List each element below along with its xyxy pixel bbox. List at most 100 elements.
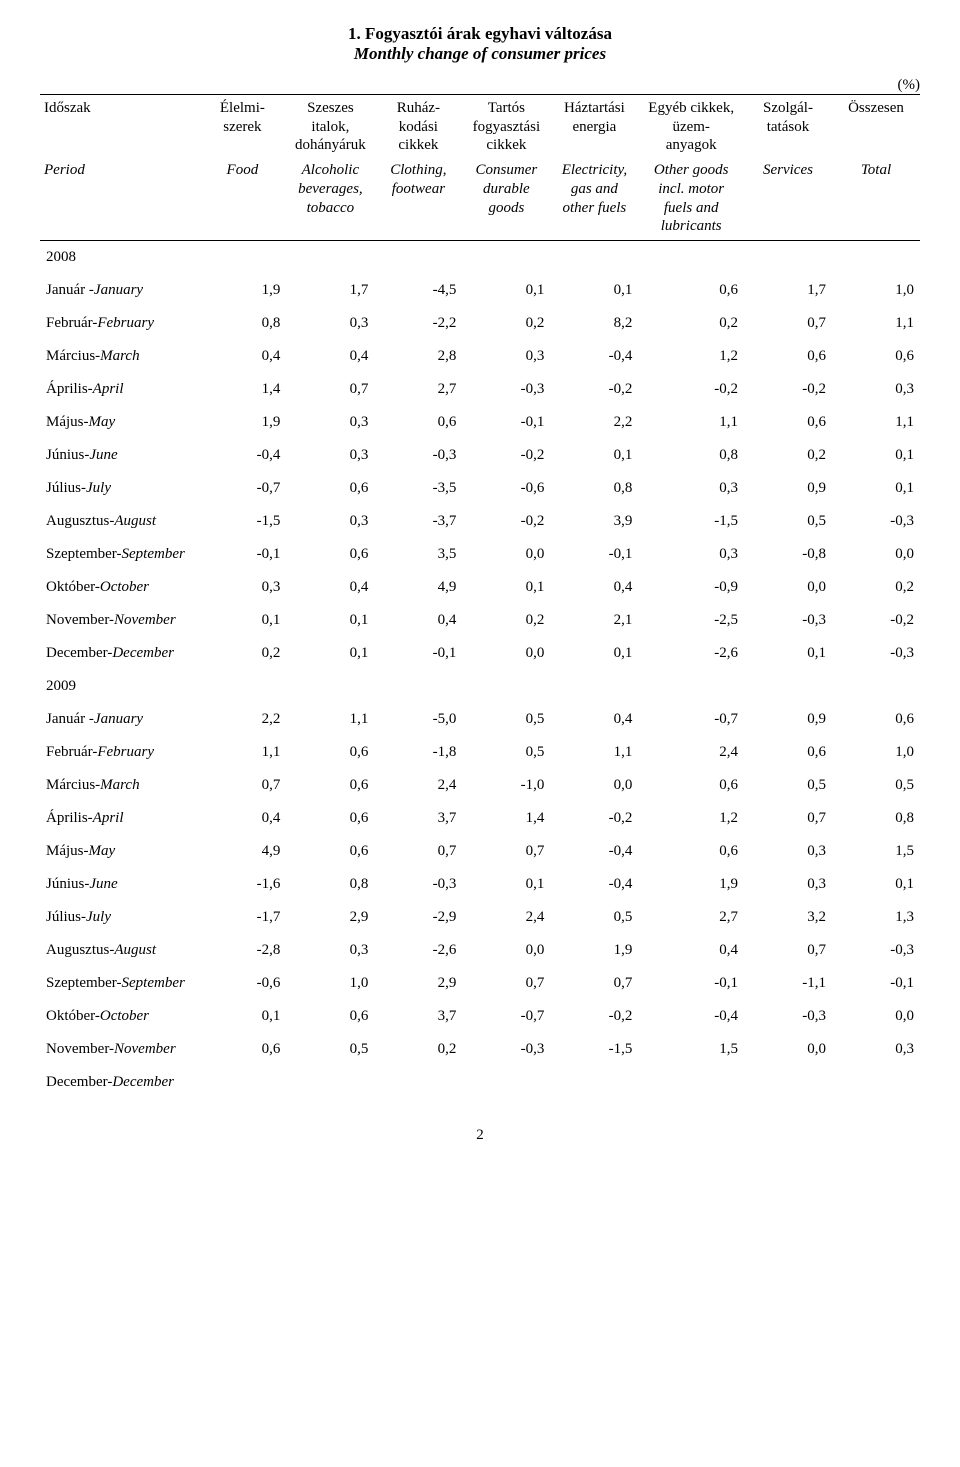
value-cell: 0,5: [462, 736, 550, 769]
value-cell: 0,1: [832, 868, 920, 901]
col-header-hu: Élelmi-szerek: [198, 94, 286, 158]
value-cell: 2,9: [374, 967, 462, 1000]
table-row: Március-March0,40,42,80,3-0,41,20,60,6: [40, 340, 920, 373]
table-row: November-November0,60,50,2-0,3-1,51,50,0…: [40, 1033, 920, 1066]
value-cell: -0,3: [462, 373, 550, 406]
value-cell: 0,6: [286, 538, 374, 571]
value-cell: 2,1: [550, 604, 638, 637]
col-header-en: Services: [744, 158, 832, 241]
value-cell: -0,7: [638, 703, 744, 736]
value-cell: 2,2: [550, 406, 638, 439]
year-label: 2009: [40, 670, 198, 703]
value-cell: -0,3: [374, 868, 462, 901]
value-cell: 0,1: [832, 472, 920, 505]
value-cell: 0,6: [286, 769, 374, 802]
table-row: Január -January1,91,7-4,50,10,10,61,71,0: [40, 274, 920, 307]
value-cell: 0,3: [638, 538, 744, 571]
row-label: Március-March: [40, 769, 198, 802]
value-cell: 0,0: [744, 571, 832, 604]
value-cell: 0,7: [198, 769, 286, 802]
col-header-hu: Háztartásienergia: [550, 94, 638, 158]
value-cell: 1,4: [198, 373, 286, 406]
value-cell: 0,3: [286, 406, 374, 439]
value-cell: -1,8: [374, 736, 462, 769]
value-cell: 0,1: [286, 604, 374, 637]
value-cell: 1,2: [638, 802, 744, 835]
value-cell: 3,2: [744, 901, 832, 934]
table-row: Május-May1,90,30,6-0,12,21,10,61,1: [40, 406, 920, 439]
value-cell: -0,3: [462, 1033, 550, 1066]
value-cell: 3,7: [374, 1000, 462, 1033]
value-cell: 2,9: [286, 901, 374, 934]
table-row: Október-October0,30,44,90,10,4-0,90,00,2: [40, 571, 920, 604]
value-cell: 0,2: [198, 637, 286, 670]
value-cell: -0,1: [550, 538, 638, 571]
value-cell: 0,1: [286, 637, 374, 670]
value-cell: 0,1: [550, 637, 638, 670]
value-cell: [198, 1066, 286, 1099]
value-cell: 0,1: [462, 571, 550, 604]
value-cell: 1,3: [832, 901, 920, 934]
value-cell: 2,4: [374, 769, 462, 802]
row-label: Január -January: [40, 703, 198, 736]
value-cell: 0,4: [198, 802, 286, 835]
value-cell: 1,7: [744, 274, 832, 307]
table-row: Augusztus-August-1,50,3-3,7-0,23,9-1,50,…: [40, 505, 920, 538]
row-label: Szeptember-September: [40, 967, 198, 1000]
value-cell: 0,6: [744, 406, 832, 439]
value-cell: -0,4: [550, 835, 638, 868]
value-cell: 0,7: [744, 934, 832, 967]
value-cell: 1,0: [832, 736, 920, 769]
value-cell: 0,5: [462, 703, 550, 736]
value-cell: -0,3: [832, 637, 920, 670]
value-cell: 0,2: [374, 1033, 462, 1066]
value-cell: 0,2: [832, 571, 920, 604]
row-label: November-November: [40, 604, 198, 637]
value-cell: -0,7: [462, 1000, 550, 1033]
value-cell: 1,7: [286, 274, 374, 307]
row-label: Május-May: [40, 835, 198, 868]
col-header-en: Consumerdurablegoods: [462, 158, 550, 241]
value-cell: [550, 1066, 638, 1099]
value-cell: [638, 1066, 744, 1099]
row-label: Július-July: [40, 472, 198, 505]
table-row: Október-October0,10,63,7-0,7-0,2-0,4-0,3…: [40, 1000, 920, 1033]
value-cell: [462, 1066, 550, 1099]
year-row: 2009: [40, 670, 920, 703]
value-cell: 0,7: [462, 967, 550, 1000]
value-cell: -0,4: [550, 868, 638, 901]
value-cell: 0,2: [462, 307, 550, 340]
table-row: Április-April0,40,63,71,4-0,21,20,70,8: [40, 802, 920, 835]
value-cell: -1,5: [638, 505, 744, 538]
value-cell: 0,6: [638, 274, 744, 307]
value-cell: [832, 1066, 920, 1099]
value-cell: 1,1: [550, 736, 638, 769]
value-cell: 0,6: [374, 406, 462, 439]
value-cell: -0,4: [198, 439, 286, 472]
row-label: Február-February: [40, 307, 198, 340]
value-cell: 1,9: [198, 406, 286, 439]
table-row: December-December0,20,1-0,10,00,1-2,60,1…: [40, 637, 920, 670]
table-row: December-December: [40, 1066, 920, 1099]
row-label: December-December: [40, 1066, 198, 1099]
value-cell: -0,3: [744, 604, 832, 637]
value-cell: -0,7: [198, 472, 286, 505]
col-header-en: Total: [832, 158, 920, 241]
value-cell: 0,6: [286, 1000, 374, 1033]
table-row: November-November0,10,10,40,22,1-2,5-0,3…: [40, 604, 920, 637]
col-header-hu: Tartósfogyasztásicikkek: [462, 94, 550, 158]
value-cell: 4,9: [198, 835, 286, 868]
value-cell: 2,4: [462, 901, 550, 934]
table-row: Július-July-0,70,6-3,5-0,60,80,30,90,1: [40, 472, 920, 505]
value-cell: 4,9: [374, 571, 462, 604]
value-cell: 0,2: [462, 604, 550, 637]
table-row: Szeptember-September-0,61,02,90,70,7-0,1…: [40, 967, 920, 1000]
value-cell: 2,2: [198, 703, 286, 736]
value-cell: -0,1: [832, 967, 920, 1000]
value-cell: 0,1: [550, 439, 638, 472]
value-cell: 0,6: [286, 802, 374, 835]
value-cell: 8,2: [550, 307, 638, 340]
table-row: Július-July-1,72,9-2,92,40,52,73,21,3: [40, 901, 920, 934]
row-label: Augusztus-August: [40, 934, 198, 967]
value-cell: 0,5: [744, 505, 832, 538]
